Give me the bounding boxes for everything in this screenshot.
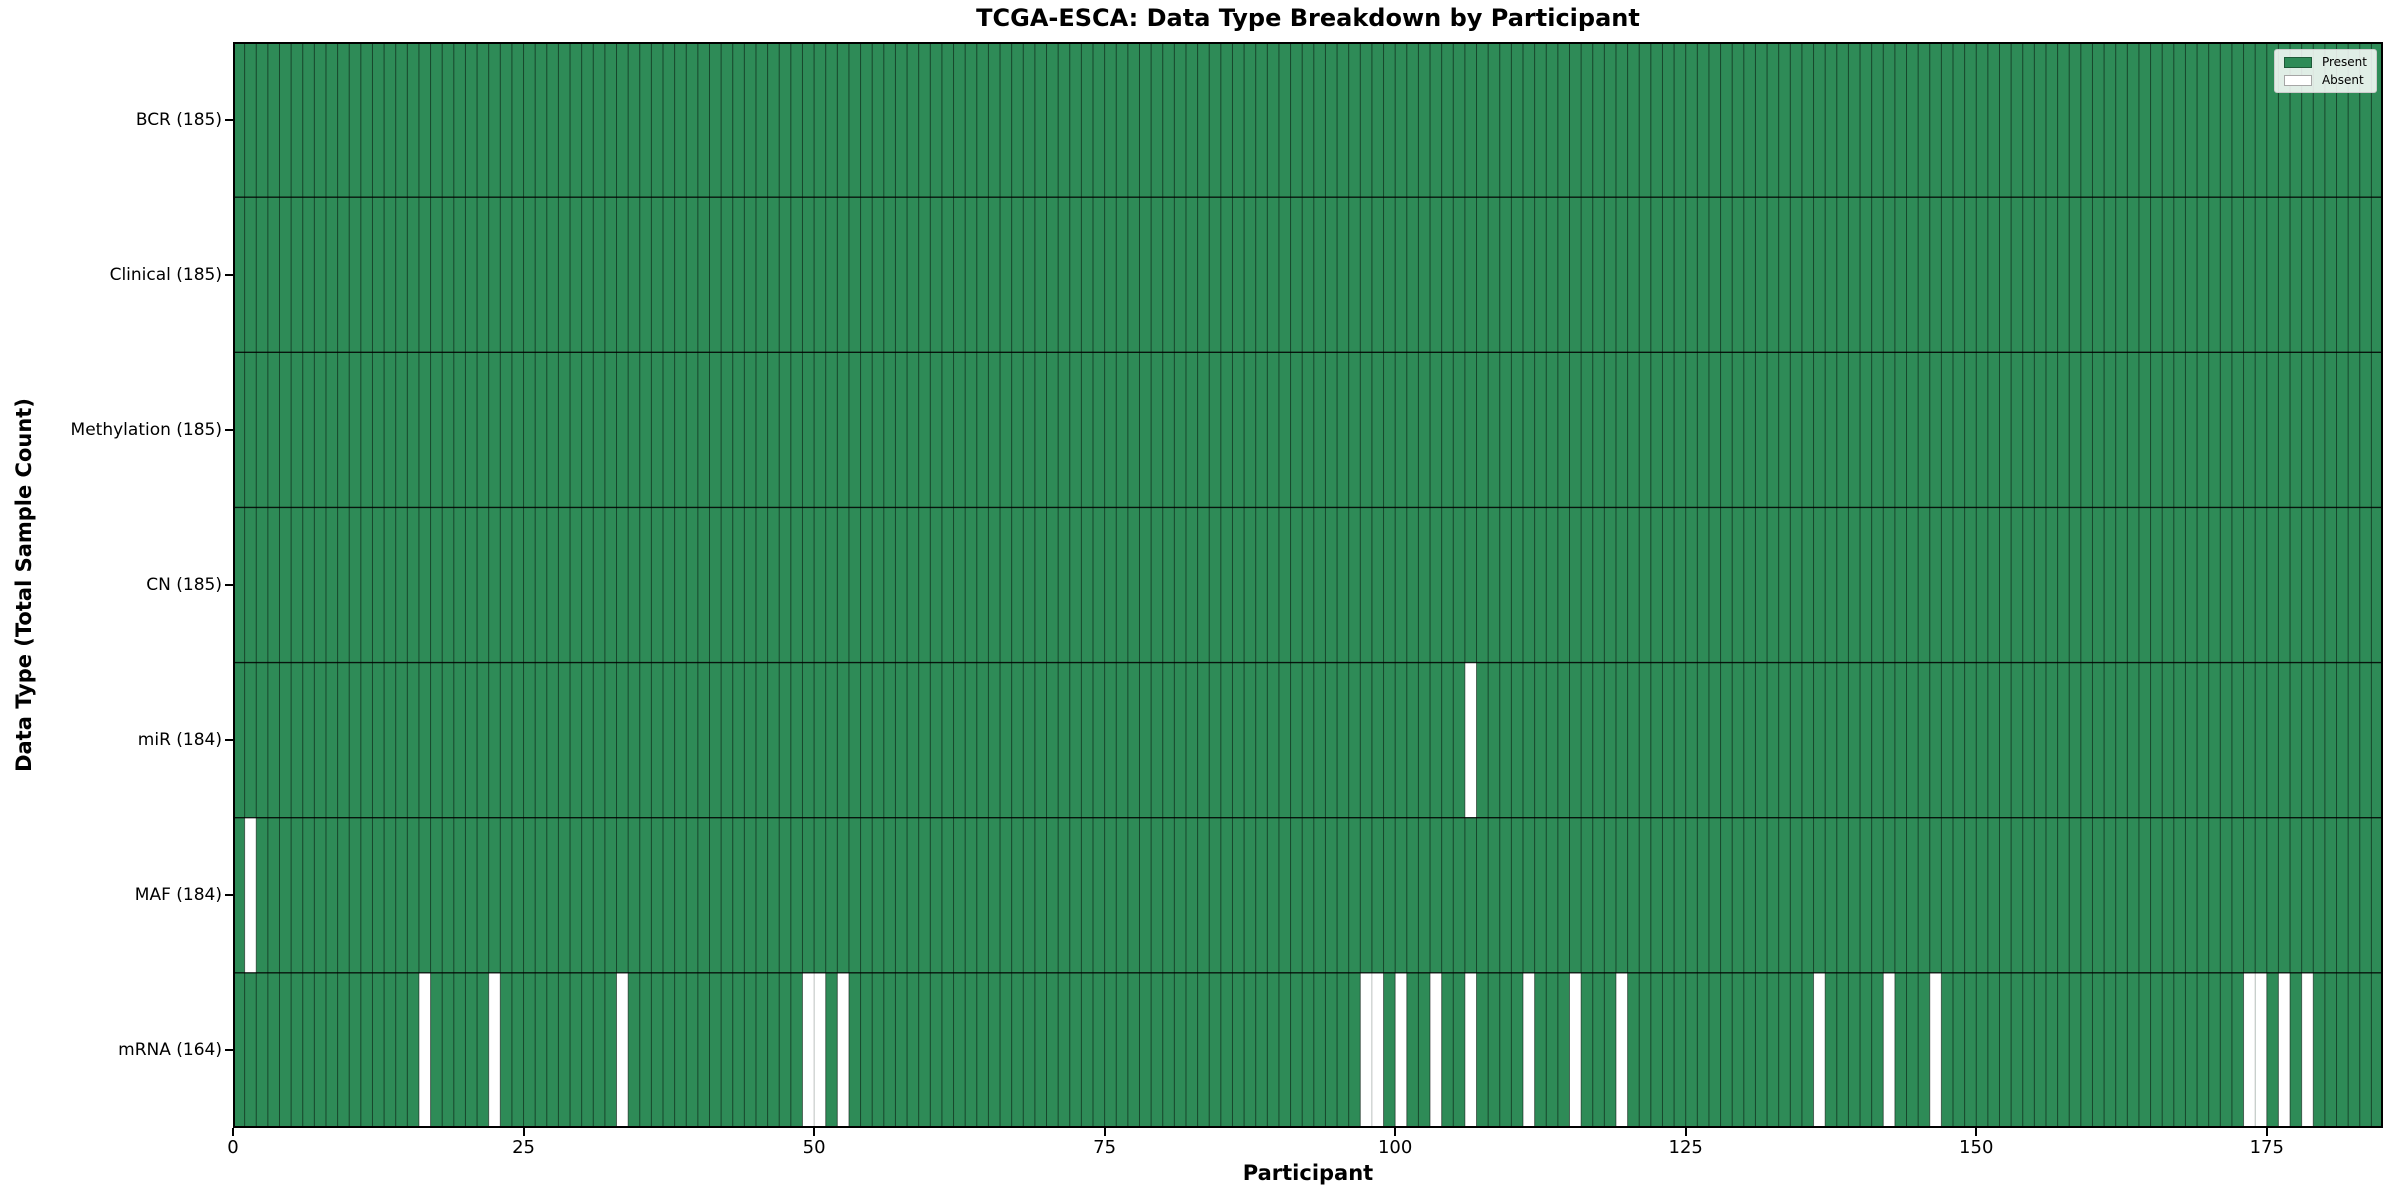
absent-cell — [2278, 972, 2291, 1128]
x-tick-label: 25 — [512, 1137, 535, 1158]
absent-cell — [244, 817, 257, 973]
legend-item-absent: Absent — [2283, 73, 2367, 87]
absent-cell — [488, 972, 501, 1128]
absent-cell — [1615, 972, 1628, 1128]
absent-cell — [2301, 972, 2314, 1128]
absent-cell — [1464, 972, 1477, 1128]
present-swatch-icon — [2283, 56, 2312, 68]
absent-cell — [1371, 972, 1384, 1128]
x-tick-label: 150 — [1959, 1137, 1994, 1158]
x-tick-label: 100 — [1377, 1137, 1413, 1158]
y-tick-label: CN (185) — [146, 575, 222, 595]
absent-cell — [2243, 972, 2256, 1128]
absent-swatch-icon — [2283, 74, 2312, 86]
absent-cell — [1883, 972, 1895, 1128]
x-tick-mark — [1103, 1128, 1106, 1136]
y-tick-label: miR (184) — [137, 730, 222, 751]
x-axis-label: Participant — [1242, 1161, 1374, 1185]
y-tick-label: MAF (184) — [134, 885, 222, 906]
absent-cell — [837, 972, 849, 1128]
y-tick-mark — [225, 118, 233, 121]
y-tick-mark — [225, 739, 233, 742]
absent-cell — [1430, 972, 1442, 1128]
absent-cell — [814, 972, 826, 1128]
x-tick-label: 125 — [1668, 1137, 1703, 1158]
x-tick-mark — [1975, 1128, 1978, 1136]
x-tick-label: 50 — [802, 1137, 826, 1158]
absent-cell — [1523, 972, 1535, 1128]
absent-cell — [1569, 972, 1582, 1128]
x-tick-label: 0 — [227, 1137, 239, 1158]
legend: Present Absent — [2273, 49, 2377, 93]
absent-cell — [1360, 972, 1372, 1128]
absent-cell — [1464, 662, 1477, 818]
absent-cell — [802, 972, 815, 1128]
absent-cell — [1813, 972, 1826, 1128]
y-tick-label: Methylation (185) — [70, 419, 222, 440]
y-tick-label: Clinical (185) — [109, 264, 222, 285]
legend-label-absent: Absent — [2321, 73, 2364, 87]
x-tick-label: 175 — [2249, 1137, 2284, 1158]
y-tick-label: mRNA (164) — [118, 1040, 222, 1061]
heatmap-grid — [233, 42, 2383, 1128]
y-tick-mark — [225, 428, 233, 431]
x-tick-mark — [232, 1128, 234, 1136]
plot-area: Present Absent — [233, 42, 2383, 1128]
absent-cell — [1395, 972, 1407, 1128]
absent-cell — [2255, 972, 2267, 1128]
y-tick-mark — [225, 584, 233, 586]
absent-cell — [418, 972, 431, 1128]
x-tick-mark — [1394, 1128, 1397, 1136]
absent-cell — [616, 972, 629, 1128]
chart-title: TCGA-ESCA: Data Type Breakdown by Partic… — [976, 4, 1640, 32]
legend-item-present: Present — [2283, 55, 2367, 69]
x-tick-label: 75 — [1093, 1137, 1117, 1158]
x-tick-mark — [1684, 1128, 1687, 1136]
y-tick-mark — [225, 273, 233, 276]
absent-cell — [1929, 972, 1942, 1128]
present-cells-background — [233, 42, 2383, 1128]
legend-label-present: Present — [2321, 55, 2367, 69]
x-tick-mark — [2265, 1128, 2268, 1136]
plot-border — [233, 42, 2383, 1128]
x-tick-mark — [813, 1128, 816, 1136]
y-tick-label: BCR (185) — [135, 109, 222, 130]
y-tick-mark — [225, 894, 233, 897]
x-tick-mark — [522, 1128, 525, 1136]
y-tick-mark — [225, 1049, 233, 1052]
